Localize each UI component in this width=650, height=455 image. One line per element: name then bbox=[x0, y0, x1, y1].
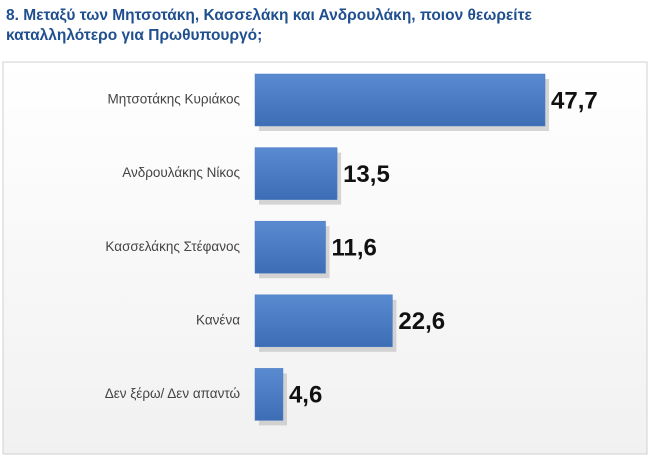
value-label: 13,5 bbox=[343, 161, 390, 188]
value-label: 47,7 bbox=[551, 87, 598, 114]
category-label: Δεν ξέρω/ Δεν απαντώ bbox=[105, 386, 240, 401]
bar bbox=[254, 147, 338, 200]
category-label: Κασσελάκης Στέφανος bbox=[105, 239, 240, 254]
bar bbox=[254, 294, 393, 348]
chart-title: 8. Μεταξύ των Μητσοτάκη, Κασσελάκη και Α… bbox=[6, 7, 532, 44]
value-label: 11,6 bbox=[332, 235, 377, 262]
category-label: Μητσοτάκης Κυριάκος bbox=[108, 92, 241, 107]
category-label: Ανδρουλάκης Νίκος bbox=[122, 165, 240, 180]
value-label: 22,6 bbox=[398, 308, 445, 335]
bar bbox=[254, 220, 326, 274]
category-label: Κανένα bbox=[196, 312, 240, 327]
bar bbox=[254, 73, 546, 127]
value-label: 4,6 bbox=[289, 382, 322, 409]
bar bbox=[254, 368, 284, 421]
